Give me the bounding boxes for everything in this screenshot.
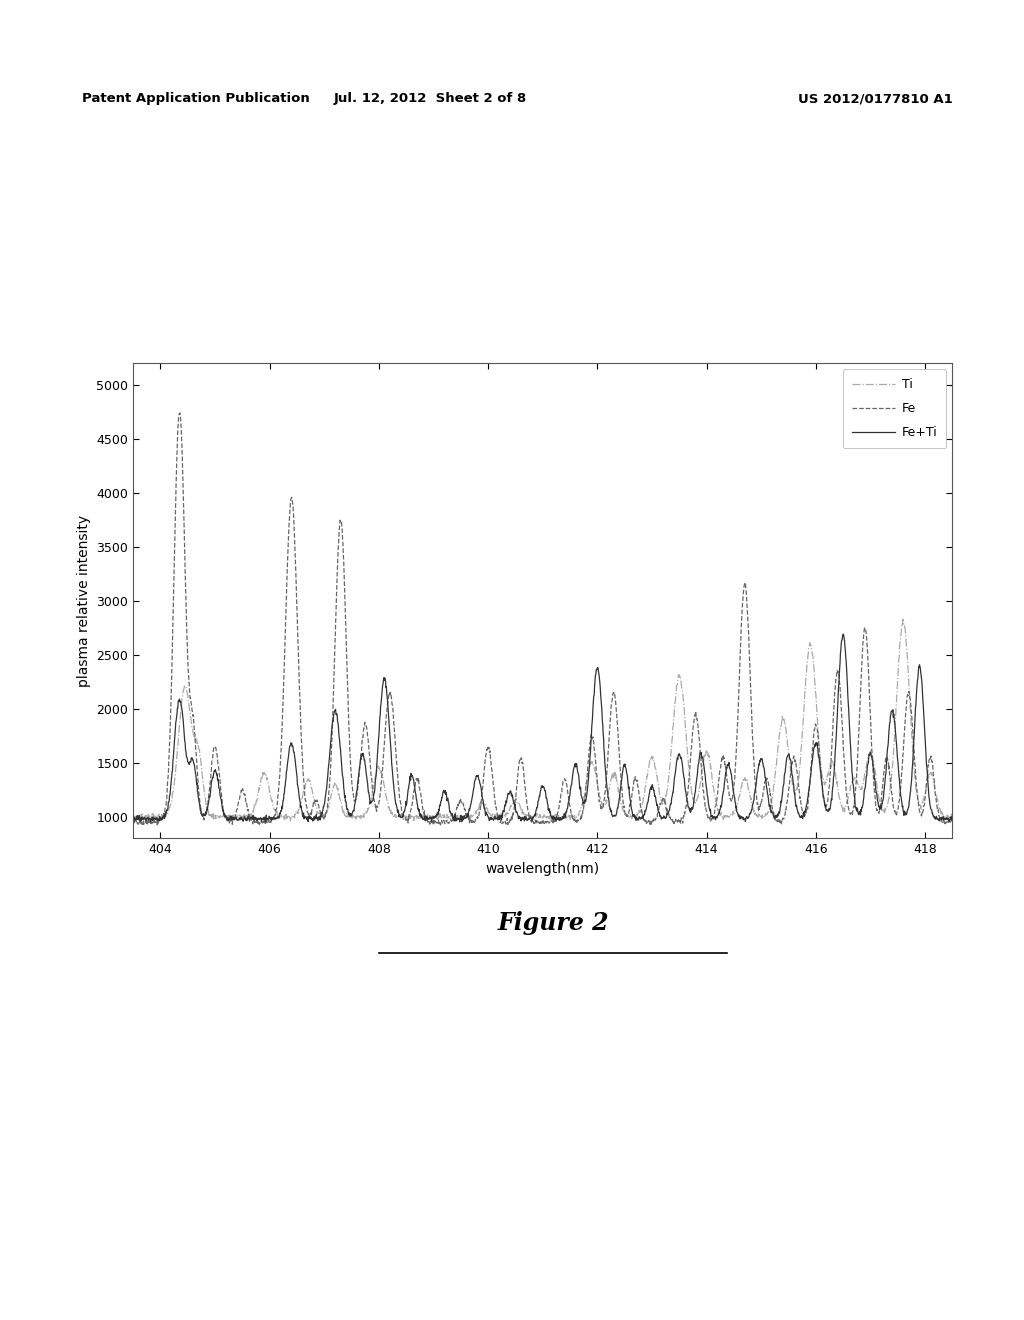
Ti — [169, 768, 181, 784]
Fe — [946, 813, 958, 829]
Line: Fe: Fe — [133, 413, 952, 826]
Fe — [924, 751, 936, 767]
Text: Jul. 12, 2012  Sheet 2 of 8: Jul. 12, 2012 Sheet 2 of 8 — [334, 92, 526, 106]
Y-axis label: plasma relative intensity: plasma relative intensity — [77, 515, 91, 686]
Fe+Ti — [259, 814, 271, 830]
Ti — [897, 611, 909, 627]
X-axis label: wavelength(nm): wavelength(nm) — [485, 862, 600, 875]
Text: US 2012/0177810 A1: US 2012/0177810 A1 — [798, 92, 952, 106]
Fe — [505, 813, 517, 829]
Fe+Ti — [504, 783, 516, 799]
Fe — [923, 752, 935, 768]
Ti — [285, 813, 297, 829]
Legend: Ti, Fe, Fe+Ti: Ti, Fe, Fe+Ti — [843, 370, 946, 449]
Fe+Ti — [838, 626, 850, 642]
Fe+Ti — [946, 808, 958, 824]
Fe+Ti — [772, 804, 784, 820]
Ti — [525, 810, 538, 826]
Fe+Ti — [923, 789, 935, 805]
Ti — [924, 766, 936, 781]
Fe — [526, 813, 539, 829]
Ti — [127, 807, 139, 822]
Ti — [772, 735, 784, 751]
Fe+Ti — [525, 813, 538, 829]
Fe — [773, 810, 785, 826]
Ti — [923, 768, 935, 784]
Fe+Ti — [924, 791, 936, 807]
Fe — [127, 814, 139, 830]
Ti — [946, 809, 958, 825]
Line: Fe+Ti: Fe+Ti — [133, 634, 952, 822]
Text: Patent Application Publication: Patent Application Publication — [82, 92, 309, 106]
Fe+Ti — [169, 727, 181, 743]
Fe — [174, 405, 186, 421]
Fe+Ti — [127, 810, 139, 826]
Text: Figure 2: Figure 2 — [497, 911, 609, 935]
Fe — [169, 508, 181, 524]
Fe — [152, 818, 164, 834]
Ti — [504, 800, 516, 816]
Line: Ti: Ti — [133, 619, 952, 821]
